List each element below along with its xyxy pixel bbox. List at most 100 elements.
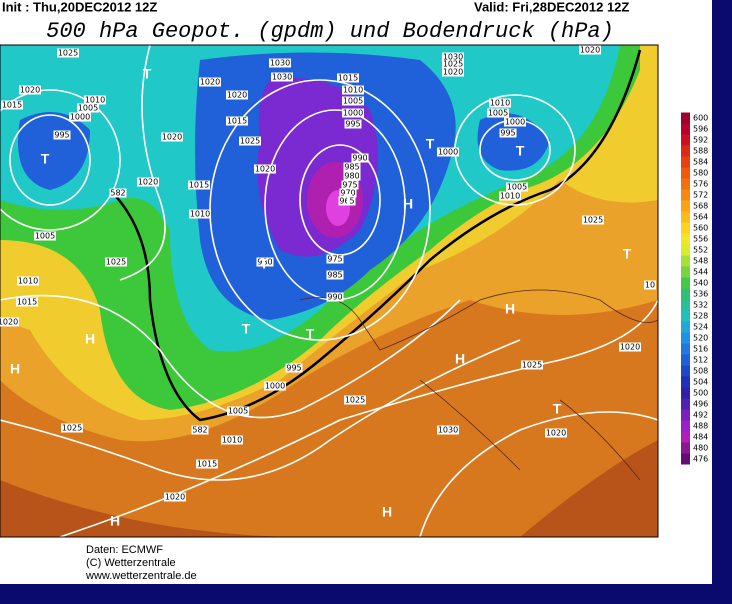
- isobar-label-bg: [161, 132, 183, 142]
- init-time: Init : Thu,20DEC2012 12Z: [2, 0, 157, 14]
- pressure-center: H: [85, 331, 95, 347]
- colorbar-swatch: [681, 299, 690, 311]
- isobar-label: 1025: [522, 361, 542, 370]
- map-title: 500 hPa Geopot. (gpdm) und Bodendruck (h…: [46, 19, 614, 44]
- isobar-label: 1025: [345, 396, 365, 405]
- isobar-label: 1020: [138, 178, 158, 187]
- isobar-label-bg: [61, 423, 83, 433]
- isobar-label-bg: [343, 162, 361, 172]
- isobar-label-bg: [437, 425, 459, 435]
- isobar-label: 1030: [443, 53, 463, 62]
- coastlines: [299, 289, 658, 481]
- isobar-label: 1025: [106, 258, 126, 267]
- isobar-label-bg: [199, 77, 221, 87]
- isobar-label-bg: [487, 108, 509, 118]
- isobar-label-bg: [137, 177, 159, 187]
- pressure-center: H: [455, 351, 465, 367]
- isobar-label: 1000: [343, 109, 363, 118]
- colorbar-label: 500: [693, 389, 708, 398]
- isobar-label: 1020: [443, 68, 463, 77]
- colorbar-swatch: [681, 431, 690, 443]
- isobar-label-bg: [338, 196, 356, 206]
- isobar-label-bg: [0, 317, 19, 327]
- pressure-center: T: [553, 401, 562, 417]
- colorbar-swatch: [681, 453, 690, 465]
- isobar-label: 582: [110, 189, 125, 198]
- isobar-label: 1020: [227, 91, 247, 100]
- isobar-label-bg: [191, 425, 209, 435]
- isobar-label-bg: [499, 191, 521, 201]
- colorbar-label: 504: [693, 378, 708, 387]
- isobar-label: 1025: [443, 60, 463, 69]
- isobar-label: 1010: [18, 277, 38, 286]
- isobar-label: 1000: [438, 148, 458, 157]
- colorbar-label: 536: [693, 290, 708, 299]
- colorbar-swatch: [681, 442, 690, 454]
- colorbar-label: 548: [693, 257, 708, 266]
- isobar-label-bg: [342, 96, 364, 106]
- colorbar-label: 584: [693, 158, 708, 167]
- isobar-label: 980: [344, 172, 359, 181]
- pressure-center: T: [242, 321, 251, 337]
- isobar-label: 1020: [620, 343, 640, 352]
- isobar-label: 1030: [270, 59, 290, 68]
- colorbar-label: 544: [693, 268, 708, 277]
- colorbar-swatch: [681, 222, 690, 234]
- colorbar-swatch: [681, 189, 690, 201]
- isobar-label-bg: [1, 100, 23, 110]
- isobar-label-bg: [254, 164, 276, 174]
- hot-field: [0, 440, 658, 537]
- isobar-label: 1020: [546, 429, 566, 438]
- isobar-label-bg: [343, 171, 361, 181]
- isobar-label-bg: [196, 459, 218, 469]
- isobar-label: 1020: [0, 318, 18, 327]
- isobar-label: 1030: [272, 73, 292, 82]
- colorbar-label: 488: [693, 422, 708, 431]
- isobar-label-bg: [19, 85, 41, 95]
- isobar-label: 1020: [200, 78, 220, 87]
- footer-line: www.wetterzentrale.de: [85, 570, 197, 582]
- pressure-center: T: [426, 136, 435, 152]
- isobar-label: 1020: [162, 133, 182, 142]
- isobar-label-bg: [344, 395, 366, 405]
- colorbar-label: 516: [693, 345, 708, 354]
- colorbar-label: 556: [693, 235, 708, 244]
- isobar-label-bg: [337, 73, 359, 83]
- footer-line: (C) Wetterzentrale: [86, 557, 176, 569]
- isobar-label: 975: [342, 181, 357, 190]
- isobar-label-bg: [545, 428, 567, 438]
- colorbar-swatch: [681, 145, 690, 157]
- isobar-label-bg: [227, 406, 249, 416]
- isobar-label: 1015: [2, 101, 22, 110]
- colorbar-label: 496: [693, 400, 708, 409]
- colorbar-swatch: [681, 277, 690, 289]
- colorbar-label: 480: [693, 444, 708, 453]
- isobar-label-bg: [582, 215, 604, 225]
- isobar-label-bg: [499, 128, 517, 138]
- isobar-label: 1000: [70, 113, 90, 122]
- isobar-label: 1000: [265, 382, 285, 391]
- pressure-center: H: [110, 513, 120, 529]
- isobar-label: 1025: [583, 216, 603, 225]
- map-frame: [0, 44, 659, 538]
- isobar-label-bg: [339, 188, 357, 198]
- pressure-center: T: [306, 326, 315, 342]
- contour-552: [109, 49, 642, 422]
- isobar-label: 1020: [20, 86, 40, 95]
- pressure-center: T: [516, 143, 525, 159]
- isobar-label: 970: [340, 189, 355, 198]
- isobar-label-bg: [57, 48, 79, 58]
- colorbar-swatch: [681, 398, 690, 410]
- pressure-center: T: [260, 256, 269, 272]
- isobar-label: 1005: [228, 407, 248, 416]
- colorbar-swatch: [681, 156, 690, 168]
- isobar-label: 1015: [189, 181, 209, 190]
- isobar-label-bg: [521, 360, 543, 370]
- colorbar-swatch: [681, 167, 690, 179]
- bottom-border: [0, 584, 732, 604]
- isobar-label-bg: [619, 342, 641, 352]
- isobar-label: 1030: [438, 426, 458, 435]
- colorbar-label: 484: [693, 433, 708, 442]
- isobar-label-bg: [489, 98, 511, 108]
